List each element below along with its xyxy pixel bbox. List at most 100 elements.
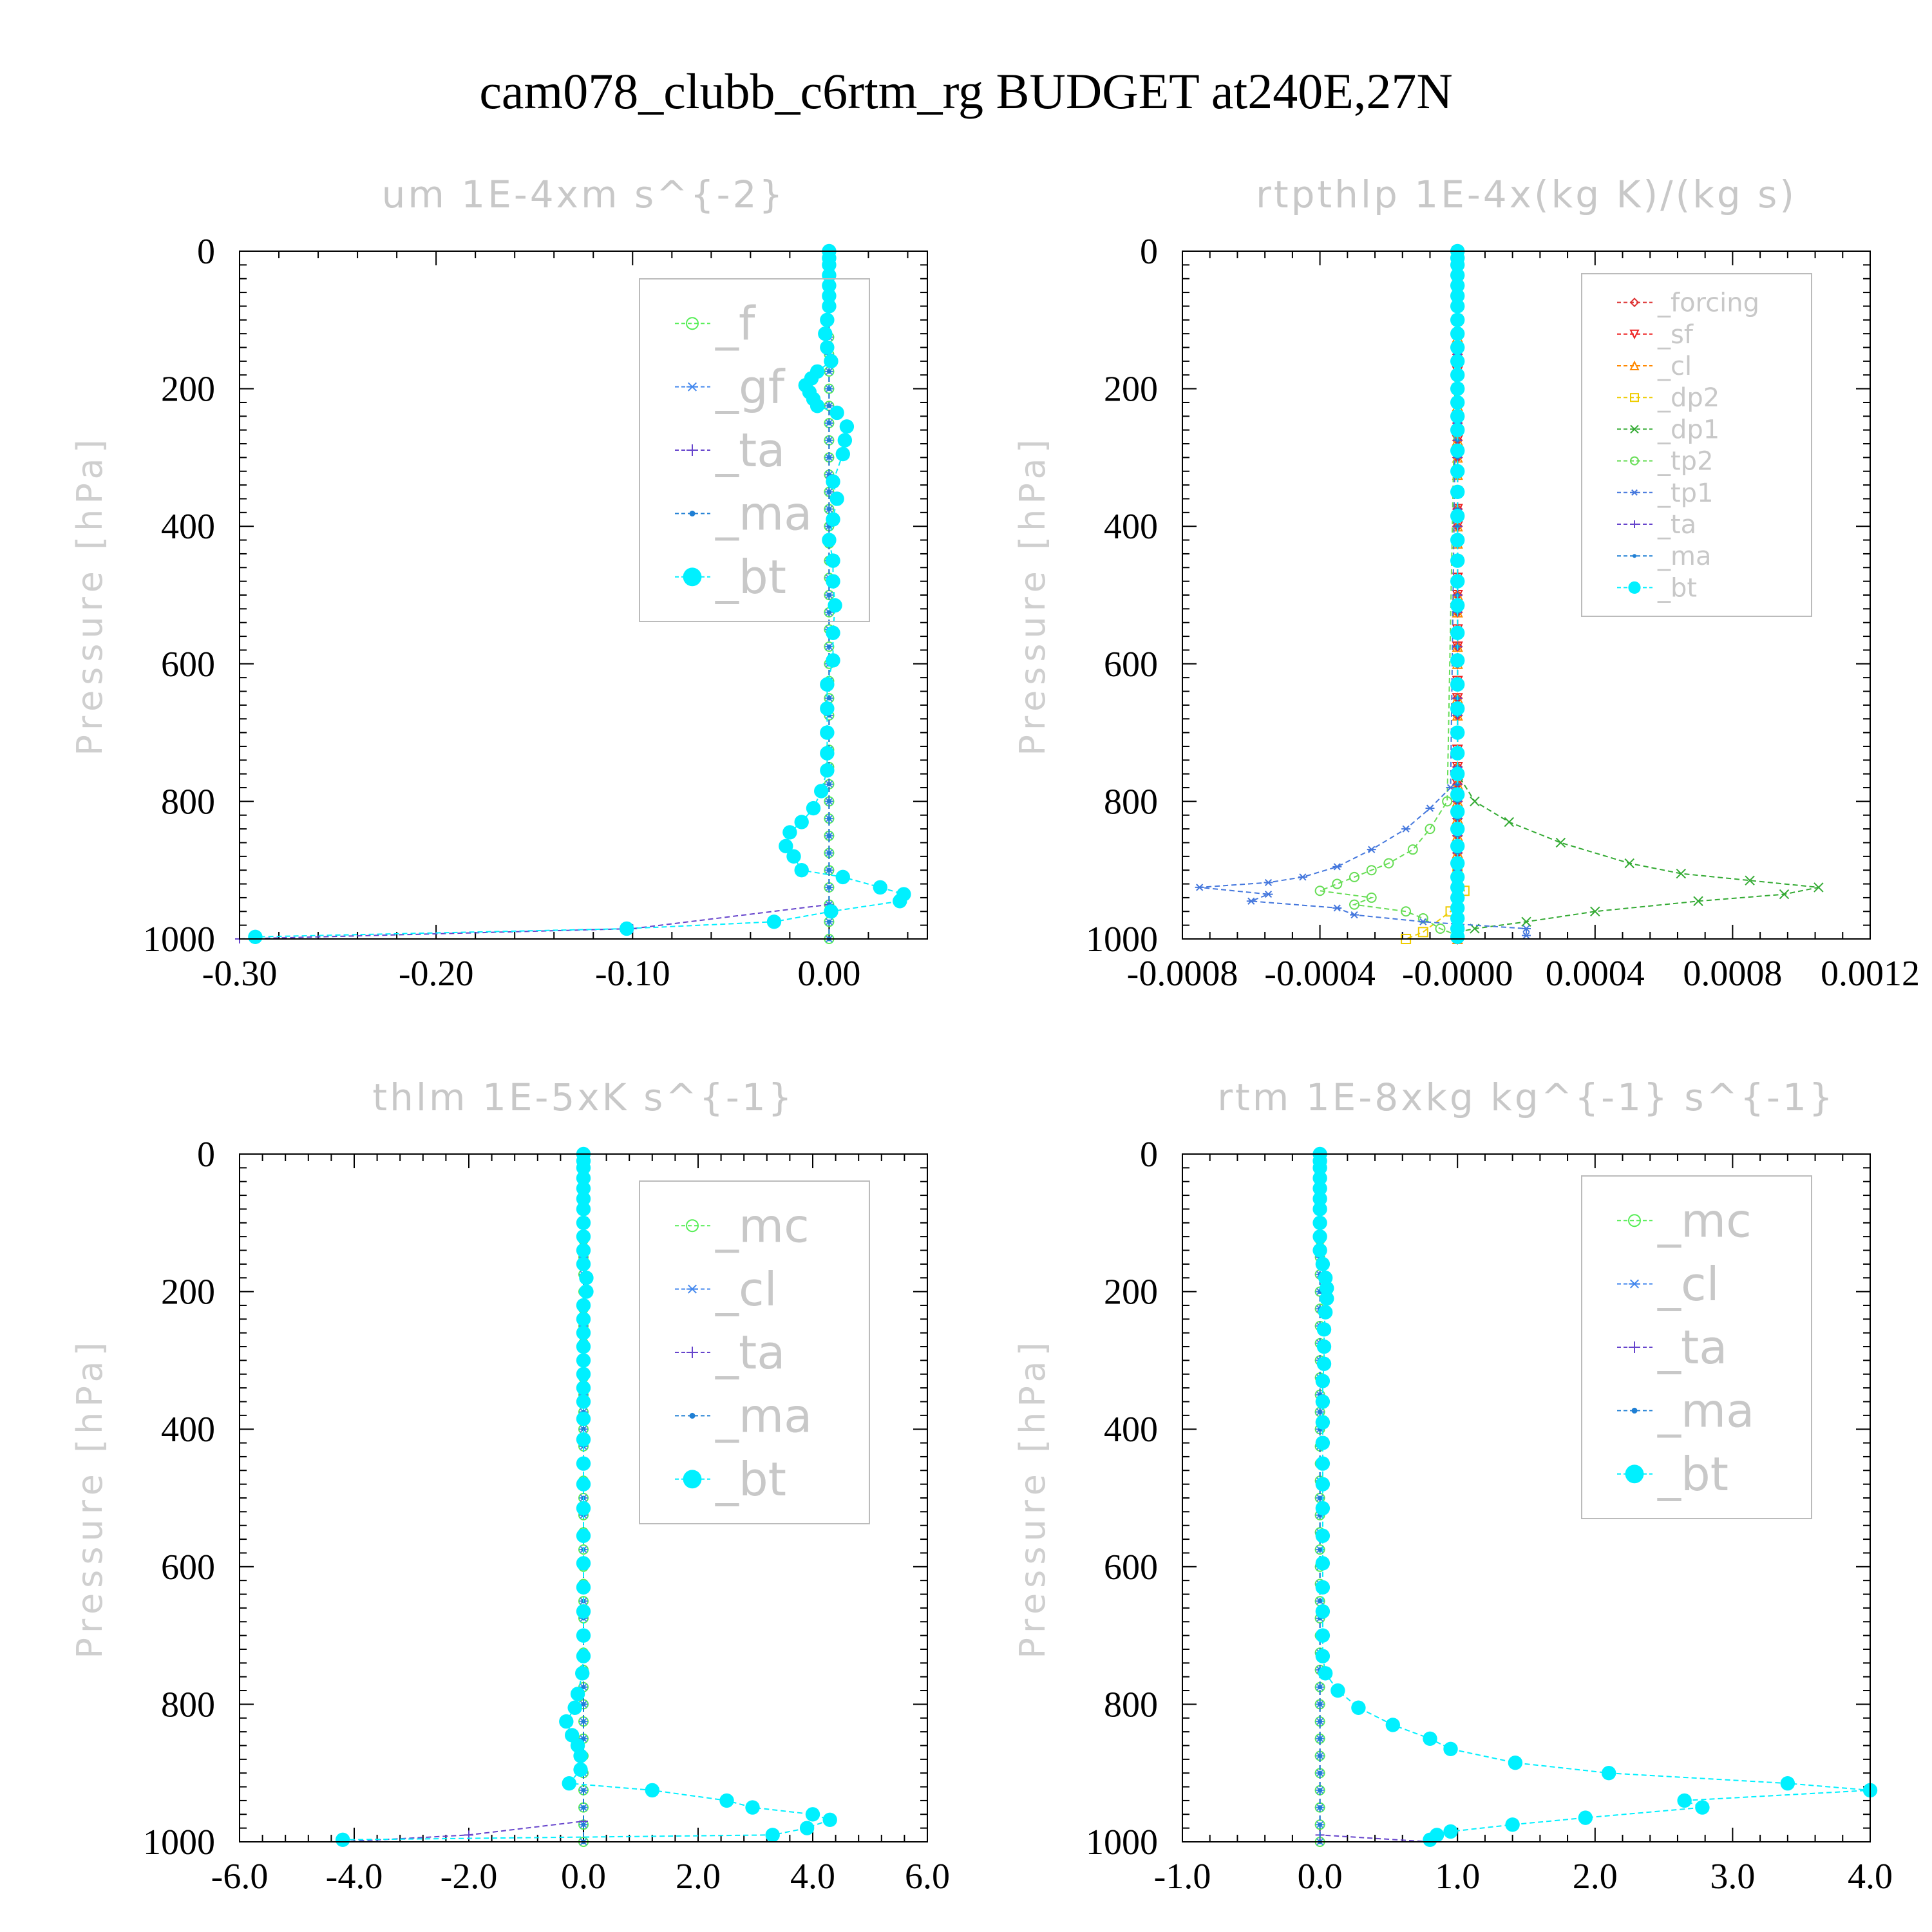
um-legend-marker — [689, 510, 696, 516]
panel-thlm: 0 200 400 600 800 1000-6.0 -4.0 -2.0 0.0 2.0 4.0 6.… — [70, 1075, 950, 1897]
um-bt-point — [893, 894, 907, 909]
rtpthlp-bt-point — [1450, 340, 1465, 355]
rtpthlp-bt-point — [1450, 787, 1465, 802]
rtm-bt-point — [1312, 1191, 1327, 1206]
um-legend-label: _gf — [715, 360, 786, 414]
rtm-bt-point — [1312, 1229, 1327, 1244]
thlm-bt-point — [805, 1807, 820, 1822]
thlm-legend-marker — [687, 1284, 698, 1294]
rtpthlp-legend-marker — [1633, 554, 1636, 558]
um-legend-entry: _f — [675, 296, 756, 350]
rtpthlp-bt-point — [1450, 395, 1465, 410]
rtpthlp-bt-point — [1450, 625, 1465, 640]
rtpthlp-bt-point — [1450, 653, 1465, 668]
rtm-legend-marker — [1628, 1214, 1641, 1227]
thlm-ma-point — [581, 1736, 586, 1741]
rtm-ytick-label: 400 — [1104, 1410, 1158, 1450]
rtm-ma-point — [1318, 1754, 1323, 1758]
rtpthlp-bt-point — [1450, 422, 1465, 437]
thlm-bt-point — [579, 1271, 594, 1285]
rtm-bt-point — [1423, 1731, 1437, 1746]
thlm-bt-point — [576, 1501, 591, 1516]
thlm-bt-point — [576, 1298, 591, 1313]
um-bt-point — [826, 625, 840, 640]
rtm-bt-point — [1695, 1800, 1710, 1815]
rtm-bt-point — [1315, 1256, 1331, 1272]
um-ma-point — [826, 644, 831, 649]
thlm-ytick-label: 200 — [161, 1273, 215, 1312]
um-legend-entry: _gf — [675, 360, 786, 414]
um-bt-point — [818, 326, 833, 341]
um-ma-point — [826, 833, 831, 838]
rtpthlp-dp1-point — [1693, 896, 1703, 906]
um-bt-point — [820, 701, 835, 716]
thlm-ma-point — [581, 1822, 586, 1827]
um-xtick-label: -0.20 — [399, 954, 474, 994]
thlm-legend-marker — [687, 1347, 698, 1358]
rtm-legend-box — [1581, 1175, 1812, 1519]
um-ticks: 0 200 400 600 800 1000-0.30 -0.20 -0.10 0.00 — [143, 232, 927, 994]
rtpthlp-legend-entry: _tp1 — [1617, 478, 1714, 508]
um-ma-point — [826, 851, 831, 855]
um-bt-point — [824, 354, 838, 369]
um-ma-point — [826, 885, 831, 890]
rtm-bt-line — [1319, 1154, 1871, 1841]
rtm-bt-point — [1351, 1700, 1366, 1715]
rtpthlp-bt-point — [1450, 258, 1465, 272]
rtm-bt-point — [1331, 1683, 1345, 1698]
um-ma-point — [826, 455, 831, 460]
um-bt-point — [820, 677, 835, 692]
um-bt-point — [822, 289, 837, 303]
rtpthlp-legend-entry: _sf — [1617, 320, 1694, 350]
rtpthlp-ma-point — [1455, 782, 1460, 787]
thlm-bt-point — [336, 1832, 350, 1847]
rtpthlp-bt-point — [1450, 268, 1465, 283]
thlm-bt-point — [567, 1700, 582, 1715]
rtm-ma-point — [1318, 1547, 1323, 1552]
um-ytick-label: 400 — [161, 507, 215, 547]
um-bt-point — [794, 815, 809, 829]
rtpthlp-tp1-point — [1522, 932, 1531, 940]
rtm-bt-point — [1316, 1322, 1332, 1337]
rtpthlp-xtick-label: 0.0008 — [1683, 954, 1782, 994]
um-bt-point — [826, 574, 840, 589]
um-legend-marker — [686, 317, 699, 330]
um-ytick-label: 200 — [161, 370, 215, 410]
rtpthlp-dp1-point — [1624, 858, 1634, 869]
rtpthlp-legend-marker — [1630, 456, 1639, 466]
rtpthlp-tp1-line — [1199, 251, 1527, 936]
rtpthlp-bt-point — [1450, 508, 1465, 524]
rtm-ytick-label: 0 — [1140, 1135, 1158, 1175]
thlm-legend-marker — [689, 1412, 696, 1419]
rtpthlp-legend-entry: _bt — [1617, 573, 1697, 603]
thlm-legend-entry: _mc — [675, 1198, 810, 1253]
rtm-bt-point — [1312, 1215, 1327, 1231]
thlm-bt-point — [576, 1394, 591, 1409]
thlm-bt-point — [562, 1776, 576, 1791]
rtpthlp-ytick-label: 0 — [1140, 232, 1158, 272]
thlm-bt-point — [576, 1215, 591, 1231]
rtm-legend-label: _ma — [1657, 1384, 1754, 1438]
rtpthlp-bt-point — [1450, 701, 1465, 716]
rtm-bt-point — [1312, 1171, 1327, 1186]
rtpthlp-bt-point — [1450, 278, 1465, 293]
rtm-bt-point — [1508, 1755, 1523, 1770]
thlm-legend-label: _ma — [715, 1389, 812, 1443]
rtm-bt-point — [1318, 1305, 1333, 1320]
rtm-bt-point — [1780, 1776, 1795, 1791]
thlm-ticks: 0 200 400 600 800 1000-6.0 -4.0 -2.0 0.0 2.0 4.0 6.… — [143, 1135, 950, 1897]
rtpthlp-bt-point — [1450, 553, 1465, 568]
thlm-bt-point — [576, 1171, 591, 1186]
um-bt-line — [255, 251, 905, 938]
rtpthlp-legend-label: _tp2 — [1657, 447, 1714, 477]
rtpthlp-ytick-label: 800 — [1104, 782, 1158, 822]
thlm-frame — [239, 1153, 928, 1842]
rtpthlp-bt-point — [1450, 766, 1465, 781]
thlm-bt-point — [576, 1191, 591, 1206]
thlm-bt-point — [576, 1339, 591, 1354]
rtm-frame — [1182, 1153, 1871, 1842]
thlm-ta-line — [343, 1154, 584, 1842]
rtm-legend-label: _mc — [1657, 1193, 1752, 1247]
rtm-bt-point — [1312, 1181, 1327, 1196]
thlm-bt-point — [576, 1456, 591, 1471]
